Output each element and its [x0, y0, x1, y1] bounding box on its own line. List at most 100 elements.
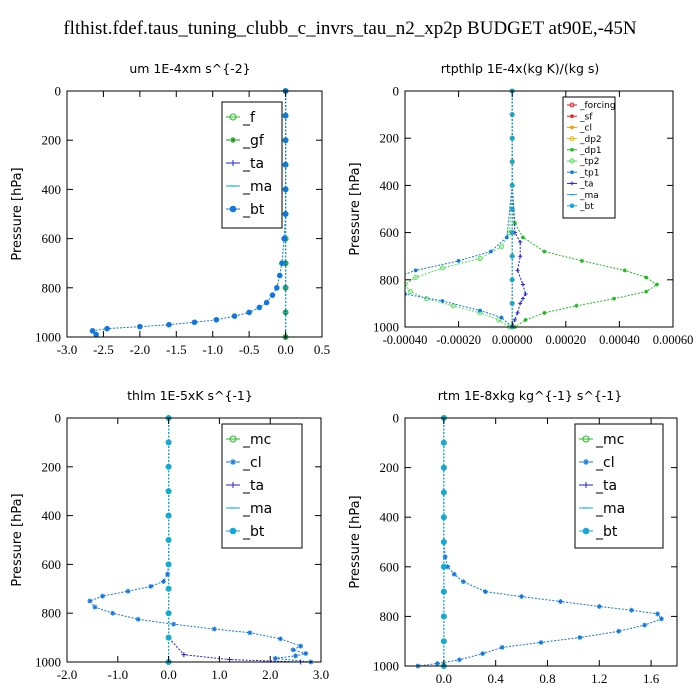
- data-point: [519, 594, 525, 600]
- data-point: [256, 304, 263, 311]
- y-tick-label: 800: [42, 280, 62, 295]
- legend: _mc _cl _ta _ma _bt: [221, 423, 303, 549]
- y-tick-label: 600: [380, 559, 400, 574]
- legend-swatch-marker: [569, 136, 575, 142]
- data-point: [518, 254, 523, 259]
- x-tick-label: 0.00060: [653, 333, 694, 347]
- legend-swatch-marker: [230, 459, 236, 465]
- legend-label: _mc: [595, 432, 624, 448]
- series-group: [87, 415, 314, 665]
- data-point: [622, 268, 627, 273]
- data-point: [441, 439, 447, 446]
- legend-swatch-marker: [582, 435, 590, 443]
- data-point: [87, 598, 93, 604]
- data-point: [498, 244, 504, 250]
- data-point: [405, 282, 408, 288]
- data-point: [509, 253, 515, 259]
- y-tick-label: 800: [380, 609, 400, 624]
- x-tick-label: 0.00000: [492, 333, 533, 347]
- chart-1: um 1E-4xm s^{-2} Pressure [hPa] 0 200 400 600…: [10, 61, 330, 357]
- legend-box: [574, 423, 664, 549]
- data-point: [413, 274, 419, 280]
- y-tick-label: 0: [55, 84, 62, 99]
- data-point: [509, 135, 515, 141]
- y-tick-label: 600: [380, 225, 400, 240]
- legend-swatch-marker: [569, 158, 575, 164]
- legend-swatch-marker: [570, 181, 574, 186]
- legend-label: _ma: [595, 501, 625, 517]
- x-tick-label: 0.4: [488, 671, 505, 686]
- chart-title: rtpthlp 1E-4x(kg K)/(kg s): [441, 61, 600, 76]
- data-point: [482, 589, 488, 595]
- y-tick-label: 1000: [373, 320, 399, 335]
- data-point: [460, 579, 466, 585]
- data-point: [574, 303, 579, 308]
- series-group: [405, 88, 659, 330]
- data-point: [509, 206, 515, 212]
- series-group: [415, 415, 664, 669]
- data-point: [509, 277, 515, 283]
- series-line: [89, 418, 311, 663]
- legend-label: _ma: [579, 191, 599, 201]
- legend-label: _bt: [242, 524, 265, 540]
- y-axis-label: Pressure [hPa]: [348, 162, 363, 255]
- data-point: [520, 235, 525, 240]
- y-tick-label: 200: [42, 459, 62, 474]
- y-axis-label: Pressure [hPa]: [348, 495, 363, 588]
- data-point: [293, 653, 299, 659]
- legend-swatch-marker: [570, 114, 574, 119]
- data-point: [246, 309, 252, 316]
- legend-label: _bt: [595, 524, 618, 540]
- data-point: [211, 626, 217, 632]
- data-point: [520, 282, 525, 287]
- data-point: [596, 603, 602, 609]
- plot-frame: [404, 90, 674, 328]
- data-point: [441, 464, 447, 471]
- legend-swatch-marker: [230, 137, 236, 143]
- legend-swatch-marker: [583, 459, 589, 465]
- y-tick-label: 1000: [35, 330, 61, 345]
- data-point: [577, 634, 583, 640]
- legend-swatch-marker: [229, 527, 237, 535]
- data-point: [434, 661, 440, 667]
- legend-label: _dp2: [579, 135, 602, 145]
- plot-frame: [66, 417, 322, 663]
- data-point: [165, 488, 172, 495]
- data-point: [276, 272, 283, 279]
- data-point: [557, 599, 563, 605]
- y-tick-label: 200: [380, 460, 400, 475]
- data-point: [161, 578, 167, 584]
- data-point: [509, 112, 515, 117]
- legend-swatch-marker: [230, 482, 236, 488]
- data-point: [488, 249, 493, 254]
- data-point: [171, 621, 177, 627]
- data-point: [165, 463, 172, 470]
- data-point: [279, 260, 285, 267]
- data-point: [509, 183, 515, 188]
- chart-4: rtm 1E-8xkg kg^{-1} s^{-1} Pressure [hPa]…: [348, 388, 678, 686]
- data-point: [92, 604, 98, 610]
- chart-title: um 1E-4xm s^{-2}: [129, 61, 250, 76]
- legend-swatch-marker: [582, 527, 590, 535]
- legend-label: _mc: [242, 432, 271, 448]
- data-point: [499, 315, 504, 320]
- data-point: [538, 639, 544, 645]
- data-point: [135, 616, 141, 622]
- data-point: [512, 317, 517, 322]
- data-point: [496, 317, 502, 323]
- legend-label: _ma: [242, 179, 272, 195]
- data-point: [451, 571, 457, 577]
- data-point: [509, 159, 515, 165]
- data-point: [441, 638, 447, 645]
- data-point: [191, 319, 198, 326]
- legend-swatch-marker: [229, 113, 237, 121]
- x-tick-label: 0.8: [539, 671, 555, 686]
- x-tick-label: -1.0: [108, 667, 129, 682]
- data-point: [227, 657, 233, 663]
- data-point: [274, 284, 280, 291]
- x-tick-label: -0.5: [239, 342, 260, 357]
- data-point: [441, 563, 447, 570]
- data-point: [579, 258, 584, 263]
- data-point: [413, 268, 418, 273]
